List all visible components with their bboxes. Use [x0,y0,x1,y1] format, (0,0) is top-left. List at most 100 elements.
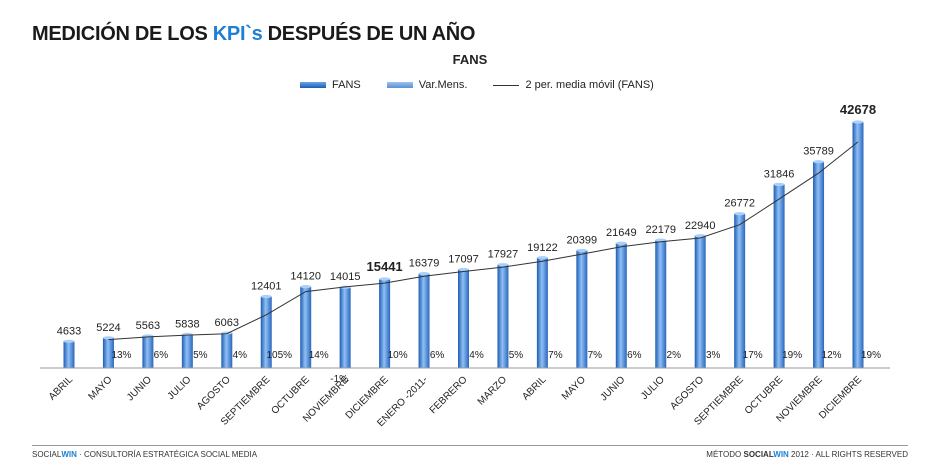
var-label-1: 13% [111,350,131,361]
category-label-0: ABRIL [47,374,76,403]
value-label-5: 12401 [251,281,282,293]
category-label-20: DICIEMBRE [817,374,864,421]
value-label-3: 5838 [175,318,199,330]
footer-tagline: · CONSULTORÍA ESTRATÉGICA SOCIAL MEDIA [76,450,258,459]
footer-left: SOCIALWIN · CONSULTORÍA ESTRATÉGICA SOCI… [32,450,257,459]
value-label-17: 26772 [724,198,755,210]
category-label-2: JUNIO [125,374,154,403]
bar-top-9 [418,271,430,276]
category-label-16: AGOSTO [668,374,706,412]
value-label-1: 5224 [96,322,120,334]
legend-swatch-fans [300,82,326,88]
category-label-6: OCTUBRE [269,374,312,417]
bar-top-18 [773,182,785,187]
bar-fans-8 [379,278,391,368]
bar-top-10 [458,267,469,272]
category-label-14: JUNIO [598,374,627,403]
bar-top-5 [260,294,272,299]
value-label-19: 35789 [803,146,834,158]
bar-fans-13 [576,250,588,368]
footer-brand-social: SOCIAL [32,450,62,459]
footer-method: MÉTODO [706,450,744,459]
bar-fans-1 [102,337,114,368]
footer-brand-win-right: WIN [773,450,789,459]
var-label-3: 5% [193,350,208,361]
bar-fans-17 [734,213,746,368]
legend-item-var: Var.Mens. [386,79,468,91]
value-label-20: 42678 [840,102,876,117]
value-label-9: 16379 [409,258,440,270]
var-label-17: 17% [743,350,763,361]
legend-item-fans: FANS [300,79,361,91]
footer-divider [32,445,908,446]
var-label-2: 6% [154,350,169,361]
bar-fans-11 [497,264,509,368]
var-label-16: 3% [706,350,721,361]
bar-fans-0 [63,341,75,368]
legend-label-var: Var.Mens. [418,79,468,91]
bar-fans-10 [458,269,469,368]
var-label-11: 5% [509,350,524,361]
title-pre: MEDICIÓN DE LOS [32,23,213,45]
category-label-13: MAYO [560,374,588,402]
legend-label-moving-average: 2 per. media móvil (FANS) [525,79,654,91]
bar-top-14 [615,241,627,245]
bar-top-13 [576,248,588,253]
var-label-9: 6% [430,350,445,361]
bar-fans-3 [181,334,193,368]
bar-fans-6 [300,286,312,368]
value-label-8: 15441 [367,259,403,274]
bar-fans-4 [221,333,233,368]
var-label-5: 105% [266,350,292,361]
value-label-12: 19122 [527,242,558,254]
bar-fans-7 [339,287,351,368]
var-label-13: 7% [588,350,603,361]
category-label-15: JULIO [639,374,667,402]
bar-fans-19 [813,161,825,368]
value-label-14: 21649 [606,227,637,239]
category-label-12: ABRIL [520,374,549,403]
bar-fans-16 [694,235,706,368]
bar-fans-20 [852,122,864,368]
var-label-7: -1% [330,374,348,385]
var-label-15: 2% [667,350,682,361]
value-label-16: 22940 [685,220,716,232]
category-label-18: OCTUBRE [743,374,786,417]
moving-average-line [108,141,859,341]
chart-legend: FANS Var.Mens. 2 per. media móvil (FANS) [300,79,672,91]
bar-top-17 [734,212,746,216]
bar-top-11 [497,263,509,267]
legend-item-moving-average: 2 per. media móvil (FANS) [493,79,654,91]
value-label-13: 20399 [567,234,598,246]
value-label-2: 5563 [136,320,160,332]
var-label-14: 6% [627,350,642,361]
bar-top-6 [300,285,312,289]
value-label-4: 6063 [215,317,239,329]
var-label-8: 10% [388,350,408,361]
legend-label-fans: FANS [332,79,361,91]
category-label-11: MARZO [476,374,509,407]
footer-right: MÉTODO SOCIALWIN 2012 · ALL RIGHTS RESER… [706,450,908,459]
bar-fans-9 [418,273,430,368]
bar-fans-14 [615,243,627,368]
footer-brand-win: WIN [61,450,77,459]
bar-fans-15 [655,240,667,368]
legend-swatch-var [386,82,413,88]
bar-top-20 [852,120,864,124]
category-label-3: JULIO [166,374,194,402]
category-label-4: AGOSTO [195,374,233,412]
value-label-11: 17927 [488,249,519,261]
var-label-10: 4% [469,350,484,361]
bar-fans-5 [260,296,272,368]
value-label-0: 4633 [57,325,81,337]
var-label-6: 14% [309,350,329,361]
value-label-10: 17097 [448,253,479,265]
bar-fans-12 [536,257,548,368]
bar-top-19 [813,160,825,164]
title-post: DESPUÉS DE UN AÑO [262,23,476,45]
footer-brand-social-right: SOCIAL [743,450,774,459]
var-label-20: 19% [861,350,881,361]
value-label-18: 31846 [764,168,795,180]
title-highlight: KPI`s [212,23,263,45]
